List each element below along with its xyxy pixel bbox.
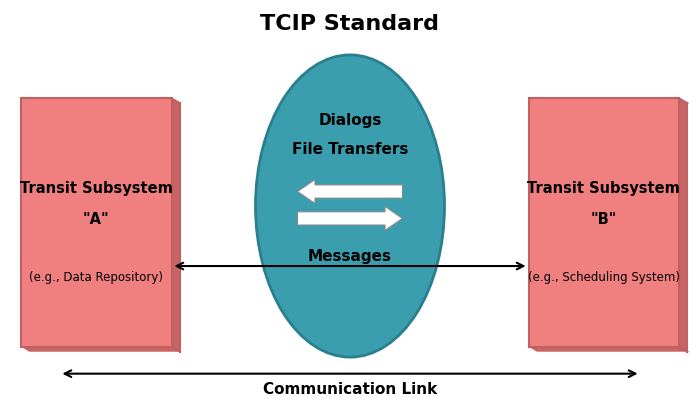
- Text: File Transfers: File Transfers: [292, 141, 408, 156]
- Text: Dialogs: Dialogs: [318, 112, 382, 127]
- Text: Transit Subsystem: Transit Subsystem: [20, 180, 173, 195]
- Text: "A": "A": [83, 211, 110, 226]
- FancyArrow shape: [298, 180, 402, 204]
- Polygon shape: [172, 99, 180, 352]
- Polygon shape: [21, 347, 180, 352]
- Text: Transit Subsystem: Transit Subsystem: [527, 180, 680, 195]
- Bar: [21, 99, 172, 347]
- Text: TCIP Standard: TCIP Standard: [260, 14, 440, 34]
- Ellipse shape: [256, 56, 444, 357]
- Text: (e.g., Scheduling System): (e.g., Scheduling System): [528, 270, 680, 283]
- Text: "B": "B": [591, 211, 617, 226]
- Text: Messages: Messages: [308, 249, 392, 263]
- Polygon shape: [528, 347, 687, 352]
- FancyArrow shape: [298, 207, 402, 231]
- Polygon shape: [679, 99, 687, 352]
- Bar: [528, 99, 679, 347]
- Text: (e.g., Data Repository): (e.g., Data Repository): [29, 270, 163, 283]
- Text: Communication Link: Communication Link: [263, 381, 437, 396]
